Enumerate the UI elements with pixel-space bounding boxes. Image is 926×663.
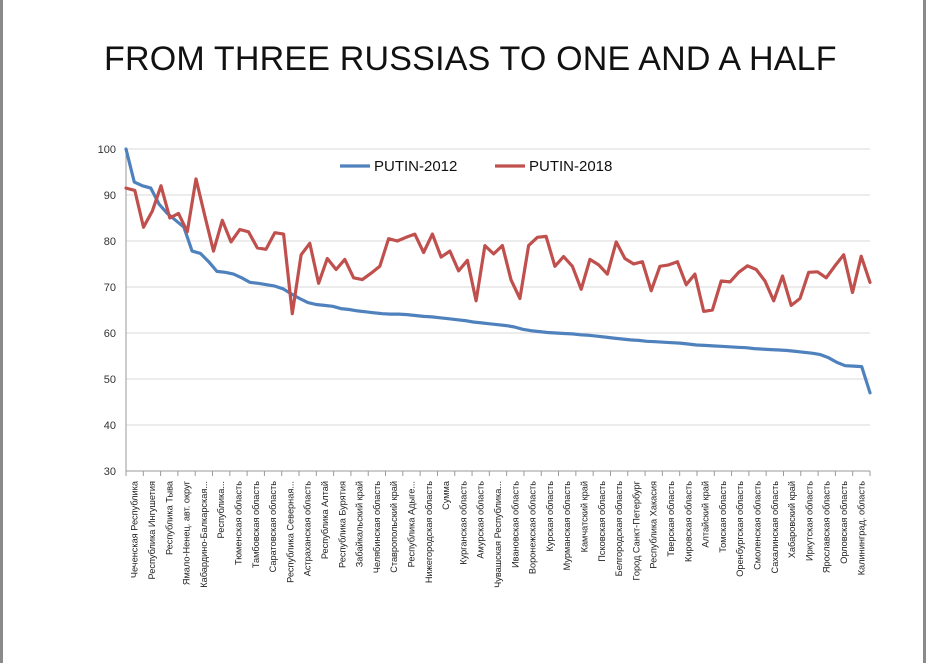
x-tick-label: Астраханская область [303,481,313,577]
x-tick-label: Республика Северная... [285,481,295,583]
x-tick-label: Тверская область [666,481,676,557]
slide-frame-left [0,0,3,663]
series-line-putin-2012 [124,147,872,395]
x-tick-label: Кировская область [683,481,693,562]
x-tick-label: Тамбовская область [251,481,261,568]
chart-gridlines [126,148,870,472]
x-tick-label: Челябинская область [372,481,382,573]
series-line-putin-2018 [124,177,872,316]
x-tick-label: Воронежская область [528,481,538,574]
x-tick-label: Республика... [216,481,226,538]
x-tick-label: Республика Адыге... [406,481,416,567]
legend-label: PUTIN-2018 [529,158,612,175]
chart-axes [125,149,871,476]
y-tick-label: 50 [104,374,116,386]
x-tick-label: Нижегородская область [424,481,434,583]
slide-title: FROM THREE RUSSIAS TO ONE AND A HALF [104,40,837,78]
x-tick-label: Республика Хакасия [649,481,659,569]
x-tick-label: Курская область [545,481,555,552]
chart-series-lines [124,147,872,395]
y-tick-label: 80 [104,236,116,248]
x-tick-label: Сумма [441,480,451,510]
y-tick-label: 30 [104,466,116,478]
x-tick-label: Чувашская Республика... [493,481,503,588]
x-tick-label: Республика Бурятия [337,481,347,568]
x-tick-label: Алтайский край [701,481,711,548]
y-tick-label: 90 [104,190,116,202]
x-tick-label: Чеченская Республика [130,480,140,578]
x-tick-label: Мурманская область [562,481,572,571]
x-tick-label: Сахалинская область [770,481,780,574]
x-axis-tick-labels: Чеченская Республика Республика Ингушетия… [130,480,867,588]
x-tick-label: Псковская область [597,481,607,562]
x-tick-label: Саратовская область [268,481,278,573]
x-tick-label: Орловская область [839,481,849,564]
x-tick-label: Смоленская область [753,481,763,570]
chart-legend: PUTIN-2012 PUTIN-2018 [340,158,612,175]
x-tick-label: Калининград. область [856,481,866,576]
x-tick-label: Ставропольский край [389,481,399,573]
y-tick-label: 40 [104,420,116,432]
y-tick-label: 60 [104,328,116,340]
legend-label: PUTIN-2012 [374,158,457,175]
x-tick-label: Тюменская область [233,481,243,565]
x-tick-label: Город Санкт-Петербург [631,480,641,580]
x-tick-label: Ивановская область [510,481,520,568]
y-axis-tick-labels: 30 40 50 60 70 80 90 100 [98,144,116,478]
x-tick-label: Забайкальский край [355,481,365,567]
slide-frame-right [923,0,926,663]
x-tick-label: Иркутская область [804,481,814,561]
x-tick-label: Амурская область [476,481,486,559]
x-tick-label: Ярославская область [822,481,832,573]
x-tick-label: Ямало-Ненец. авт. округ [182,480,192,585]
x-tick-label: Республика Тыва [164,480,174,555]
x-tick-label: Хабаровский край [787,481,797,558]
y-tick-label: 70 [104,282,116,294]
x-tick-label: Белгородская область [614,481,624,577]
x-tick-label: Республика Ингушетия [147,481,157,579]
x-tick-label: Кабардино-Балкарская... [199,481,209,588]
x-tick-label: Республика Алтай [320,481,330,559]
x-tick-label: Камчатский край [580,481,590,552]
x-tick-label: Оренбургская область [735,481,745,577]
y-tick-label: 100 [98,144,116,156]
x-tick-label: Курганская область [458,481,468,565]
x-tick-label: Томская область [718,481,728,553]
